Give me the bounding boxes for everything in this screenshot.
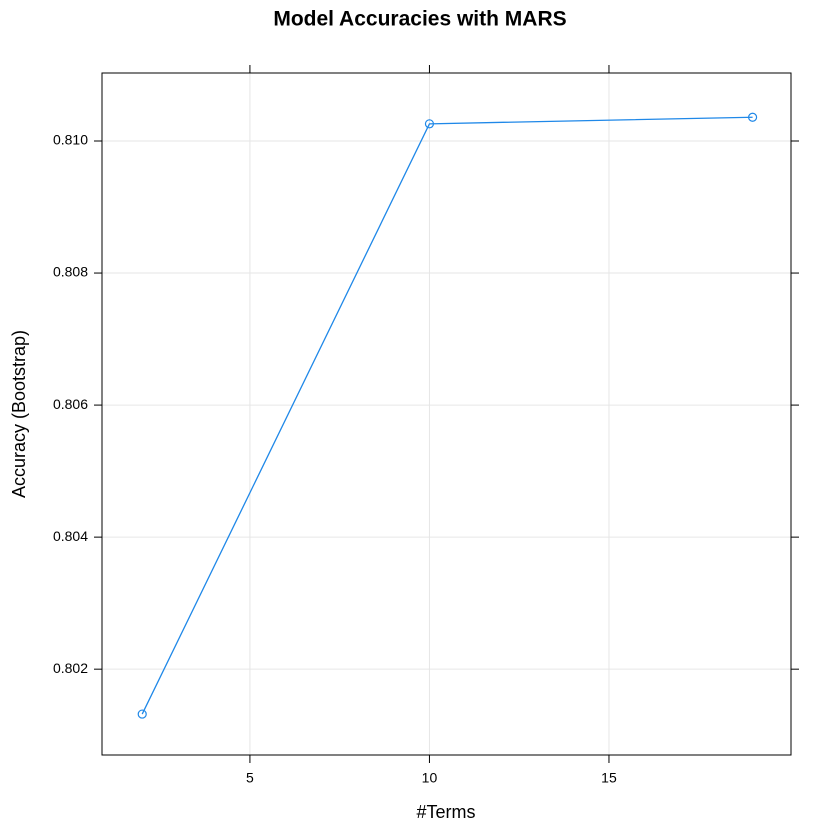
point <box>747 112 758 122</box>
y-tick-label: 0.806 <box>53 396 88 412</box>
y-axis-label: Accuracy (Bootstrap) <box>9 330 29 498</box>
x-tick-label: 10 <box>422 770 438 786</box>
point <box>137 709 147 719</box>
x-tick-label: 15 <box>601 770 617 786</box>
chart-title: Model Accuracies with MARS <box>273 8 566 31</box>
x-axis-label: #Terms <box>416 802 475 822</box>
y-tick-label: 0.804 <box>53 528 88 544</box>
grid <box>102 73 791 755</box>
point <box>424 119 435 129</box>
line <box>141 116 753 715</box>
x-tick-label: 5 <box>246 770 254 786</box>
y-tick-label: 0.810 <box>53 132 88 148</box>
y-tick-label: 0.802 <box>53 660 88 676</box>
panel-border <box>101 72 792 756</box>
y-tick-label: 0.808 <box>53 264 88 280</box>
